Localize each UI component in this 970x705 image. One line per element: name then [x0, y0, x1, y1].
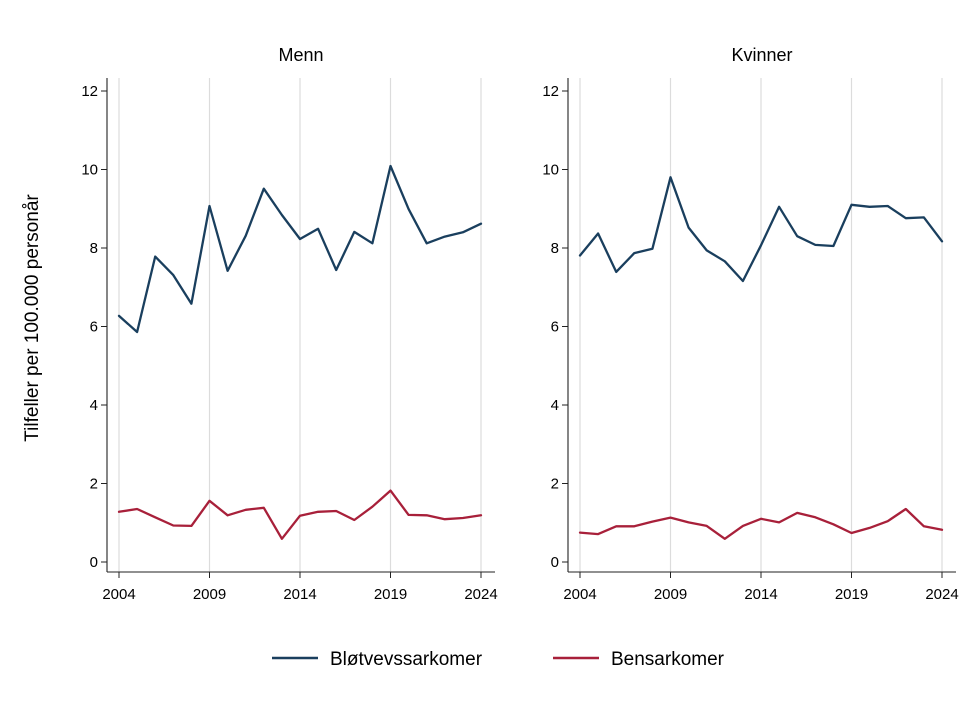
panel-title: Kvinner	[731, 45, 792, 65]
x-tick-label: 2009	[654, 586, 687, 603]
y-tick-label: 0	[90, 554, 98, 571]
y-tick-label: 2	[551, 476, 559, 493]
y-tick-label: 4	[551, 397, 559, 414]
y-tick-label: 6	[90, 319, 98, 336]
x-tick-label: 2004	[102, 586, 135, 603]
panel-menn: 0 2 4 6 8 10 12 2004 2009 2014 2019 2024 Menn	[81, 45, 497, 603]
y-tick-label: 6	[551, 319, 559, 336]
panel-kvinner: 0 2 4 6 8 10 12 2004 2009 2014 2019 2024 Kvinner	[542, 45, 958, 603]
x-tick-label: 2004	[563, 586, 596, 603]
series-line-blotvevssarkomer	[578, 176, 944, 283]
panel-title: Menn	[278, 45, 323, 65]
y-tick-label: 4	[90, 397, 98, 414]
x-tick-label: 2009	[193, 586, 226, 603]
series-line-bensarkomer	[578, 507, 944, 540]
x-tick-label: 2024	[464, 586, 497, 603]
x-tick-label: 2019	[835, 586, 868, 603]
x-tick-label: 2019	[374, 586, 407, 603]
series-line-blotvevssarkomer	[117, 164, 483, 334]
x-tick-label: 2014	[744, 586, 777, 603]
legend-label: Bløtvevssarkomer	[330, 649, 483, 670]
y-tick-label: 12	[81, 83, 98, 100]
y-tick-label: 0	[551, 554, 559, 571]
y-tick-label: 8	[90, 240, 98, 257]
x-tick-label: 2024	[925, 586, 958, 603]
y-tick-label: 2	[90, 476, 98, 493]
y-axis-label: Tilfeller per 100.000 personår	[22, 194, 43, 442]
legend: Bløtvevssarkomer Bensarkomer	[272, 649, 725, 670]
y-tick-label: 8	[551, 240, 559, 257]
x-tick-label: 2014	[283, 586, 316, 603]
series-line-bensarkomer	[117, 489, 483, 540]
legend-label: Bensarkomer	[611, 649, 725, 670]
y-tick-label: 10	[542, 162, 559, 179]
y-tick-label: 10	[81, 162, 98, 179]
y-tick-label: 12	[542, 83, 559, 100]
